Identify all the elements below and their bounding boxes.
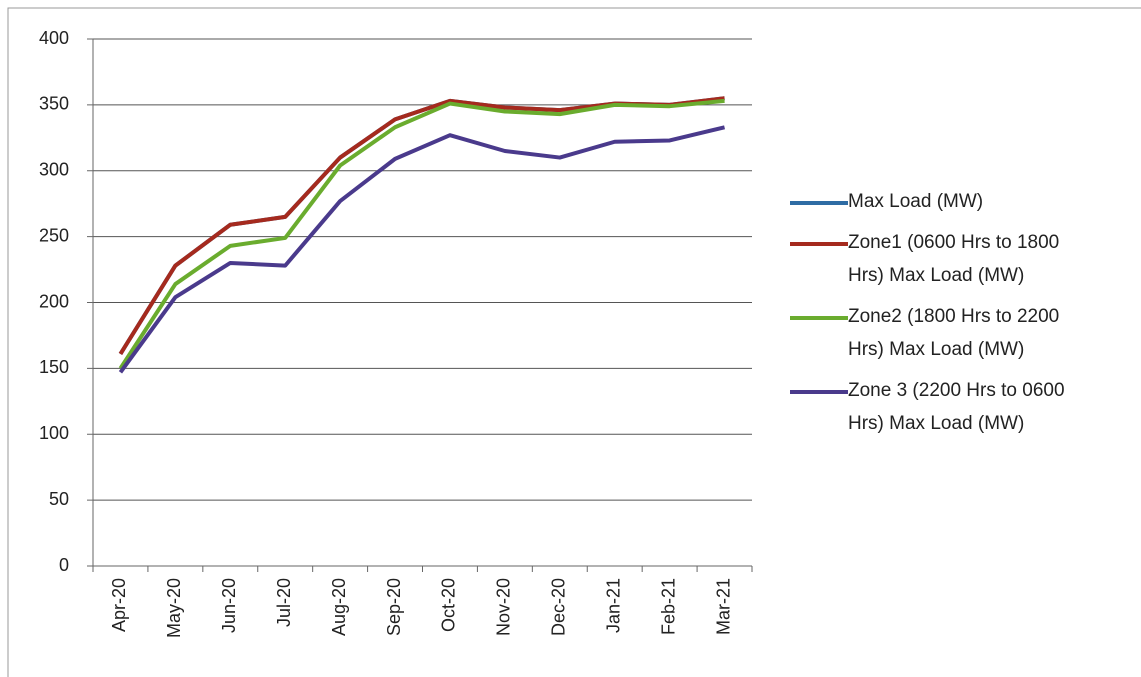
legend-label: Zone1 (0600 Hrs to 1800 Hrs) Max Load (M… — [848, 232, 1060, 286]
legend-label: Zone 3 (2200 Hrs to 0600 Hrs) Max Load (… — [848, 380, 1065, 434]
x-tick-label: Sep-20 — [384, 578, 404, 636]
series-line — [118, 96, 725, 355]
y-tick-label: 250 — [39, 225, 69, 245]
x-tick-label: Aug-20 — [329, 578, 349, 636]
x-tick-label: Dec-20 — [549, 578, 569, 636]
x-tick-label: Oct-20 — [439, 578, 459, 632]
x-tick-label: Jun-20 — [219, 578, 239, 633]
y-tick-label: 200 — [39, 291, 69, 311]
y-tick-label: 350 — [39, 94, 69, 114]
x-tick-label: Feb-21 — [658, 578, 678, 635]
y-tick-label: 150 — [39, 357, 69, 377]
x-tick-label: Mar-21 — [713, 578, 733, 635]
legend-swatch — [790, 201, 848, 205]
x-tick-label: Jan-21 — [603, 578, 623, 633]
legend: Max Load (MW) Zone1 (0600 Hrs to 1800 Hrs… — [790, 190, 1090, 453]
x-tick-label: May-20 — [164, 578, 184, 638]
legend-swatch — [790, 316, 848, 320]
legend-swatch — [790, 242, 848, 246]
y-tick-label: 300 — [39, 160, 69, 180]
legend-entry: Zone 3 (2200 Hrs to 0600 Hrs) Max Load (… — [790, 379, 1090, 440]
legend-entry: Max Load (MW) — [790, 190, 1090, 218]
x-tick-label: Apr-20 — [109, 578, 129, 632]
series-line — [118, 125, 726, 374]
y-tick-label: 0 — [59, 555, 69, 575]
x-tick-label: Nov-20 — [494, 578, 514, 636]
chart-border — [7, 7, 1141, 677]
legend-label: Zone2 (1800 Hrs to 2200 Hrs) Max Load (M… — [848, 306, 1060, 360]
y-tick-label: 100 — [39, 423, 69, 443]
legend-entry: Zone2 (1800 Hrs to 2200 Hrs) Max Load (M… — [790, 305, 1090, 366]
legend-entry: Zone1 (0600 Hrs to 1800 Hrs) Max Load (M… — [790, 231, 1090, 292]
y-tick-label: 50 — [49, 489, 69, 509]
x-tick-label: Jul-20 — [274, 578, 294, 627]
series-line — [118, 98, 725, 370]
series-line — [118, 96, 725, 355]
y-tick-label: 400 — [39, 28, 69, 48]
legend-label: Max Load (MW) — [848, 191, 984, 212]
legend-swatch — [790, 390, 848, 394]
